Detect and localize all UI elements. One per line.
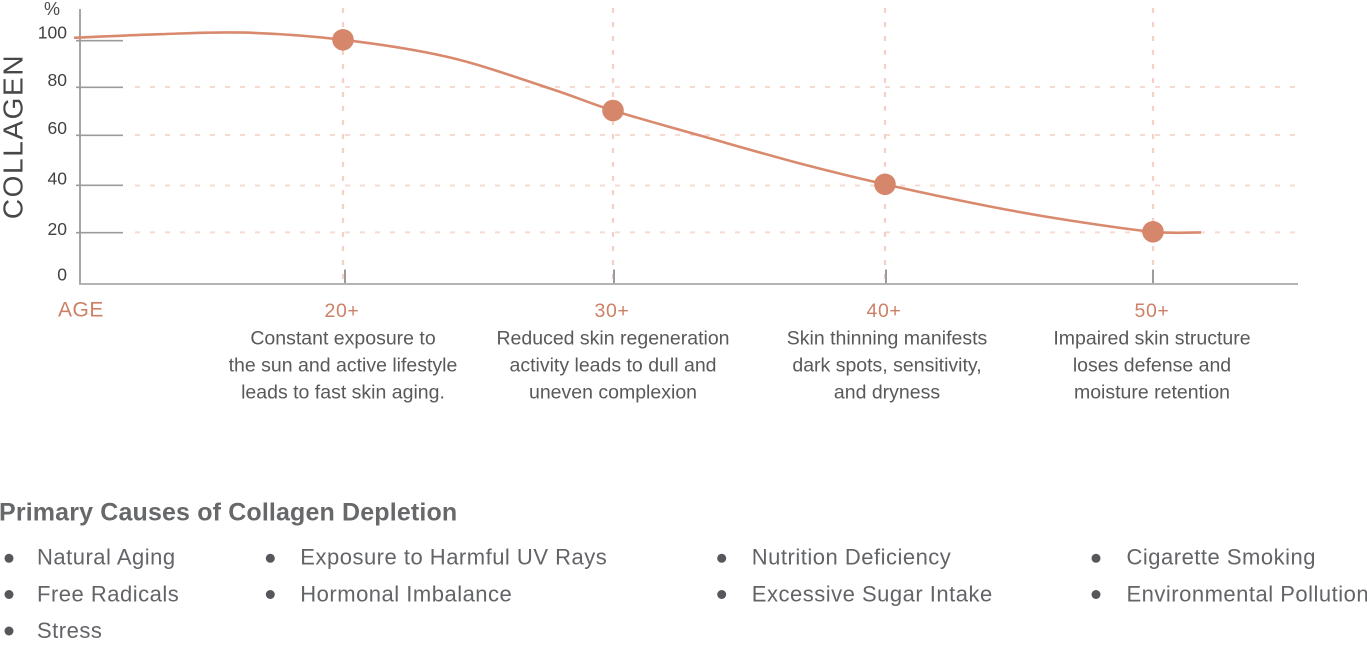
svg-text:Hormonal Imbalance: Hormonal Imbalance [300,582,512,607]
svg-text:80: 80 [48,70,68,90]
svg-text:COLLAGEN: COLLAGEN [0,54,29,219]
svg-text:Environmental Pollution: Environmental Pollution [1127,582,1367,607]
svg-text:AGE: AGE [58,299,104,322]
svg-text:Free Radicals: Free Radicals [37,582,179,607]
svg-text:Primary Causes of Collagen Dep: Primary Causes of Collagen Depletion [0,498,457,526]
svg-text:50+: 50+ [1135,300,1170,322]
svg-text:0: 0 [57,265,67,285]
svg-text:Stress: Stress [37,618,102,641]
svg-text:60: 60 [48,118,68,138]
svg-text:100: 100 [38,22,67,42]
svg-text:Cigarette Smoking: Cigarette Smoking [1127,545,1316,570]
svg-text:20: 20 [48,219,68,239]
svg-text:30+: 30+ [595,300,630,322]
svg-text:Exposure to Harmful UV Rays: Exposure to Harmful UV Rays [300,545,607,570]
svg-text:20+: 20+ [325,300,360,322]
svg-text:Natural Aging: Natural Aging [37,545,176,570]
svg-text:%: % [44,0,60,19]
svg-text:Excessive Sugar Intake: Excessive Sugar Intake [752,582,993,607]
svg-text:Nutrition Deficiency: Nutrition Deficiency [752,545,952,570]
svg-text:40: 40 [48,168,68,188]
svg-text:40+: 40+ [867,300,902,322]
